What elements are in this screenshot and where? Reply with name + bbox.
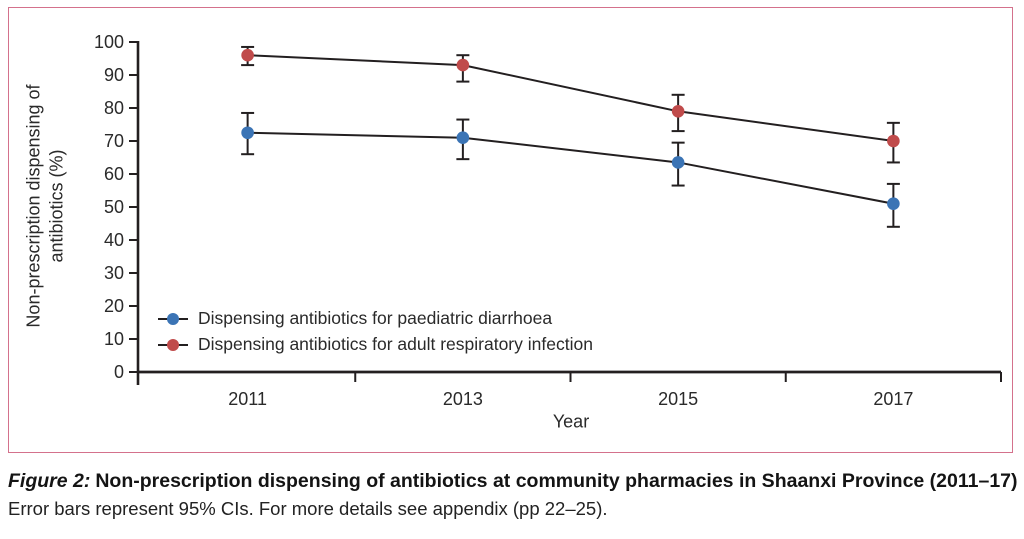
x-tick-label: 2017 [873, 389, 913, 409]
legend-item-paediatric-diarrhoea: Dispensing antibiotics for paediatric di… [157, 308, 593, 329]
series-line-0 [247, 131, 894, 205]
x-tick-label: 2015 [658, 389, 698, 409]
legend-item-adult-respiratory-infection: Dispensing antibiotics for adult respira… [157, 334, 593, 355]
caption-title-text: Non-prescription dispensing of antibioti… [95, 470, 1018, 492]
legend-label: Dispensing antibiotics for paediatric di… [198, 308, 553, 328]
y-tick-label: 90 [104, 65, 124, 85]
y-tick-label: 70 [104, 131, 124, 151]
data-point [456, 131, 470, 144]
y-tick-label: 20 [104, 296, 124, 316]
y-tick-label: 50 [104, 197, 124, 217]
y-tick-label: 10 [104, 329, 124, 349]
x-axis-title: Year [552, 411, 590, 432]
y-tick-label: 60 [104, 164, 124, 184]
legend-marker-line-dot-icon [158, 312, 188, 325]
x-tick-label: 2013 [443, 389, 483, 409]
data-point [671, 105, 685, 118]
data-point [671, 156, 685, 169]
y-tick-label: 30 [104, 263, 124, 283]
figure-panel: 0 10 20 30 40 50 60 70 80 90 100 2011 2013 2015 2017 N… [8, 7, 1013, 453]
legend-marker-line-dot-icon [158, 338, 188, 351]
data-point [241, 48, 254, 62]
caption-figure-label: Figure 2: [8, 470, 91, 492]
chart-plot-area: 0 10 20 30 40 50 60 70 80 90 100 2011 2013 2015 2017 [94, 32, 1002, 409]
series-line-1 [247, 54, 894, 142]
data-point [887, 134, 900, 148]
y-tick-label: 80 [104, 98, 124, 118]
caption-note: Error bars represent 95% CIs. For more d… [8, 498, 608, 520]
data-point [456, 58, 470, 72]
legend-label: Dispensing antibiotics for adult respira… [198, 334, 593, 354]
y-tick-label: 0 [114, 362, 124, 382]
data-point [887, 197, 900, 210]
legend-dot-red [167, 338, 179, 351]
y-axis-title: Non-prescription dispensing of antibioti… [23, 84, 67, 328]
y-tick-label: 100 [94, 32, 124, 52]
y-tick-label: 40 [104, 230, 124, 250]
figure-caption: Figure 2: Non-prescription dispensing of … [8, 468, 1018, 521]
chart-legend: Dispensing antibiotics for paediatric di… [157, 308, 593, 355]
x-tick-label: 2011 [228, 389, 267, 409]
legend-dot-blue [167, 312, 179, 325]
caption-title-line: Figure 2: Non-prescription dispensing of … [8, 468, 1018, 494]
data-point [241, 126, 254, 140]
